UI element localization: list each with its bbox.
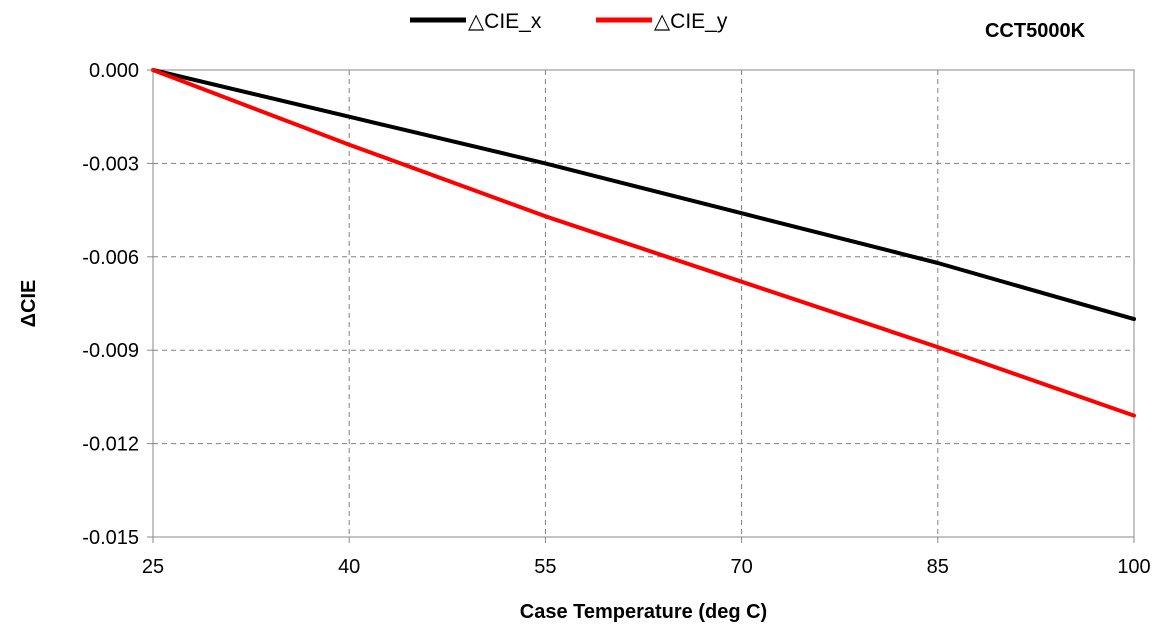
plot-area-frame <box>152 69 1135 538</box>
series-line-2 <box>151 68 1136 418</box>
cct-annotation: CCT5000K <box>985 20 1086 42</box>
x-tick-label: 25 <box>142 556 164 578</box>
y-tick-label: -0.009 <box>82 340 139 362</box>
legend: △CIE_x △CIE_y <box>410 10 728 33</box>
series-line-1 <box>151 68 1136 322</box>
grid <box>153 70 1134 537</box>
x-tick-label: 100 <box>1117 556 1150 578</box>
series-lines <box>151 68 1136 418</box>
x-axis-ticks: 25 40 55 70 85 100 <box>142 537 1151 578</box>
x-tick-label: 70 <box>730 556 752 578</box>
x-tick-label: 40 <box>338 556 360 578</box>
legend-label-2: △CIE_y <box>654 10 728 33</box>
legend-label-1: △CIE_x <box>468 10 542 33</box>
y-tick-label: -0.006 <box>82 247 139 269</box>
y-axis-title: ΔCIE <box>18 280 40 328</box>
y-tick-label: -0.015 <box>82 527 139 549</box>
x-tick-label: 85 <box>927 556 949 578</box>
x-tick-label: 55 <box>534 556 556 578</box>
y-axis-ticks: 0.000 -0.003 -0.006 -0.009 -0.012 -0.015 <box>82 60 153 549</box>
y-tick-label: 0.000 <box>89 60 139 82</box>
y-tick-label: -0.003 <box>82 153 139 175</box>
y-tick-label: -0.012 <box>82 434 139 456</box>
x-axis-title: Case Temperature (deg C) <box>520 601 767 623</box>
